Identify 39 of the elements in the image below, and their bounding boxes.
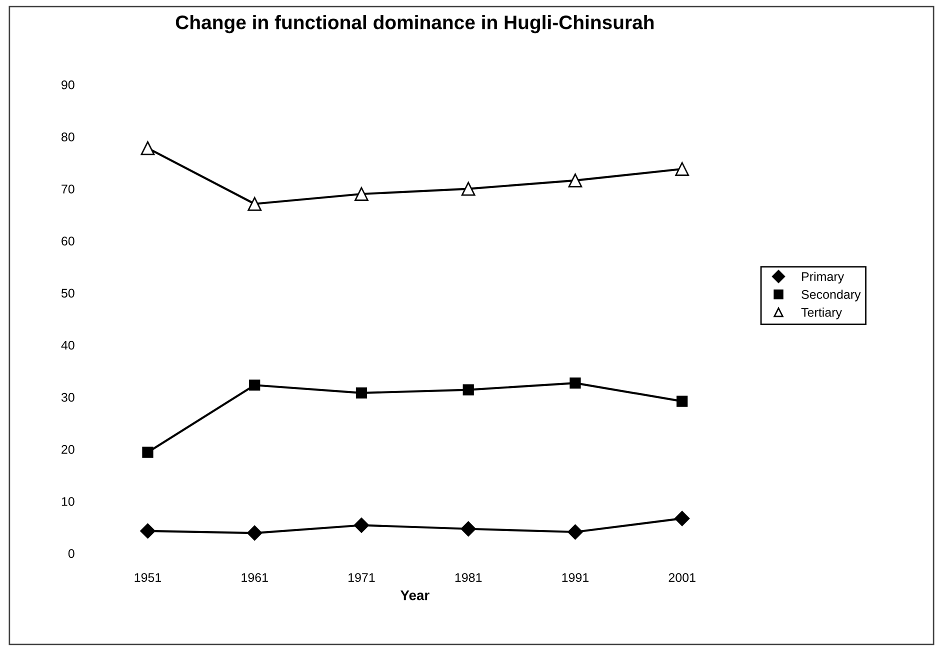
point [248, 196, 262, 211]
point [247, 525, 262, 541]
x-tick-label: 1951 [134, 573, 162, 582]
point [675, 162, 690, 176]
chart-title: Change in functional dominance in Hugli-Chinsurah [176, 14, 654, 34]
y-tick-label: 90 [62, 80, 74, 90]
y-tick-label: 70 [62, 184, 74, 194]
point [674, 510, 690, 526]
point [461, 182, 476, 196]
x-tick-label: 2001 [668, 573, 696, 582]
x-axis-title: Year [400, 590, 430, 600]
point [140, 523, 156, 539]
x-tick-label: 1971 [348, 573, 375, 582]
y-tick-label: 40 [61, 340, 74, 350]
x-tick-label: 1981 [455, 573, 482, 582]
point [140, 141, 155, 156]
y-tick-label: 30 [61, 392, 74, 402]
x-tick-label: 1961 [242, 573, 268, 582]
y-tick-label: 10 [62, 497, 74, 506]
x-tick-label: 1991 [562, 573, 589, 582]
point [354, 187, 368, 201]
point [568, 524, 583, 540]
legend-label: Primary [802, 272, 844, 284]
y-tick-label: 50 [61, 288, 74, 298]
point [676, 396, 688, 407]
point [354, 518, 370, 533]
point [462, 384, 474, 396]
legend-label: Tertiary [801, 308, 842, 320]
legend-label: Secondary [802, 290, 861, 302]
y-tick-label: 0 [68, 549, 74, 558]
y-tick-label: 80 [61, 132, 74, 142]
y-tick-label: 60 [62, 236, 74, 246]
point [356, 387, 368, 398]
point [142, 446, 154, 458]
point [570, 377, 581, 389]
point [249, 380, 260, 391]
point [568, 174, 582, 188]
y-tick-label: 20 [62, 444, 74, 454]
point [460, 521, 476, 536]
